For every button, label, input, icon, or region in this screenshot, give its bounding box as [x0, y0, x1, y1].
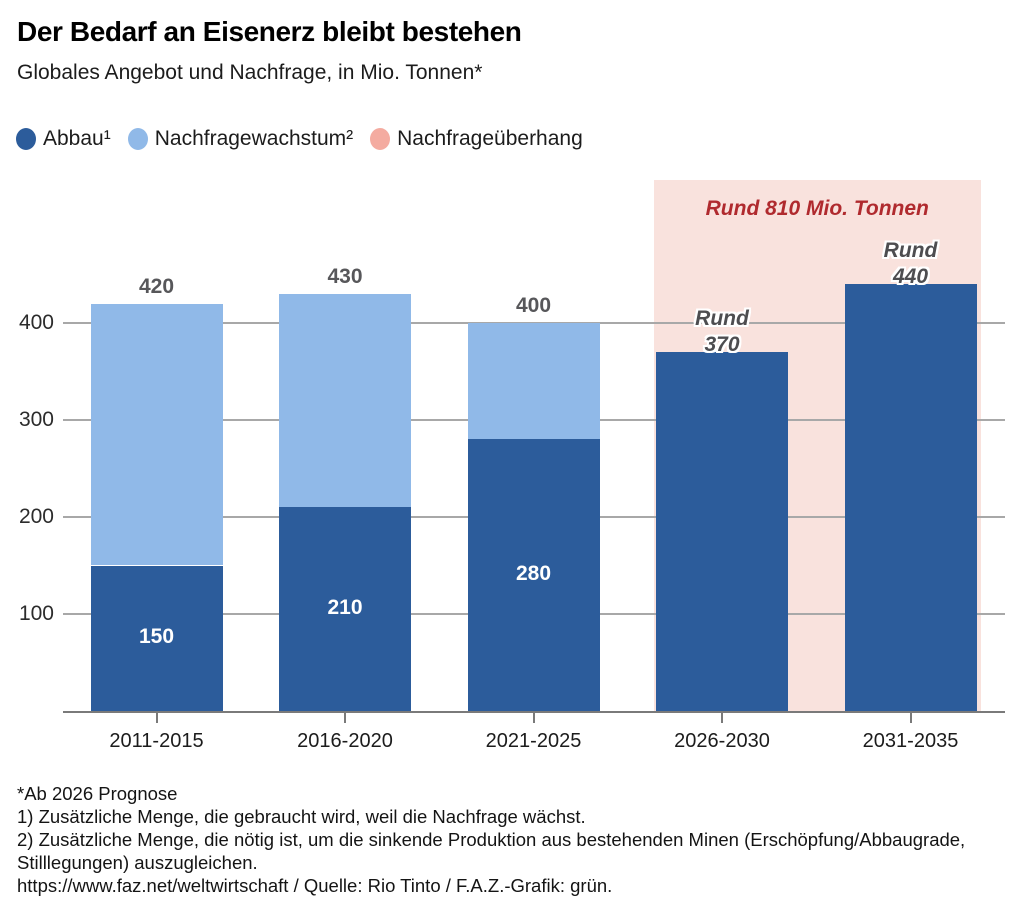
legend-item-abbau: Abbau¹: [16, 127, 111, 151]
bar-nachfragewachstum-2021-2025: [467, 323, 600, 440]
bar-abbau-label-2021-2025: 280: [515, 562, 552, 586]
bar-forecast-label-line: 440: [892, 265, 929, 289]
legend-label-nachfrageueberhang: Nachfrageüberhang: [397, 127, 583, 150]
x-axis-label-2031-2035: 2031-2035: [862, 730, 959, 752]
page-subtitle: Globales Angebot und Nachfrage, in Mio. …: [17, 61, 483, 84]
legend-swatch-nachfragewachstum-icon: [127, 128, 148, 150]
bar-forecast-label-line: Rund: [883, 239, 938, 263]
y-axis-label-200: 200: [18, 505, 54, 528]
y-axis-label-300: 300: [18, 408, 54, 431]
x-axis-line: [63, 711, 1005, 713]
y-axis-label-400: 400: [18, 311, 54, 334]
bar-abbau-label-2016-2020: 210: [327, 596, 363, 620]
legend-label-nachfragewachstum: Nachfragewachstum²: [154, 127, 354, 150]
bar-forecast-label-line: 370: [704, 333, 740, 357]
legend-swatch-nachfrageueberhang-icon: [370, 128, 391, 150]
x-axis-label-2026-2030: 2026-2030: [674, 730, 770, 752]
bar-nachfragewachstum-2011-2015: [90, 303, 223, 566]
page-title: Der Bedarf an Eisenerz bleibt bestehen: [17, 16, 522, 47]
bar-forecast-label-2026-2030: Rund 370: [636, 306, 808, 358]
legend-item-nachfrageueberhang: Nachfrageüberhang: [370, 127, 583, 151]
x-axis-label-2011-2015: 2011-2015: [109, 730, 204, 752]
footnote-prognose: *Ab 2026 Prognose: [17, 783, 178, 804]
footnote-1: 1) Zusätzliche Menge, die gebraucht wird…: [17, 806, 586, 827]
bar-total-label-2021-2025: 400: [515, 294, 552, 317]
legend: Abbau¹ Nachfragewachstum² Nachfrageüberh…: [16, 127, 583, 151]
legend-swatch-abbau-icon: [16, 128, 36, 150]
forecast-annotation: Rund 810 Mio. Tonnen: [705, 197, 929, 220]
bar-abbau-label-2011-2015: 150: [138, 625, 175, 649]
bar-forecast-label-2031-2035: Rund 440: [825, 238, 997, 290]
x-axis-tick-2031-2035: [909, 713, 912, 723]
x-axis-tick-2016-2020: [344, 713, 346, 723]
y-axis-label-100: 100: [18, 602, 54, 625]
legend-label-abbau: Abbau¹: [43, 127, 111, 150]
x-axis-label-2021-2025: 2021-2025: [485, 730, 582, 752]
legend-item-nachfragewachstum: Nachfragewachstum²: [127, 127, 354, 151]
bar-abbau-2016-2020: [279, 507, 411, 711]
bar-total-label-2011-2015: 420: [138, 274, 175, 298]
footnotes: *Ab 2026 Prognose 1) Zusätzliche Menge, …: [17, 782, 1002, 897]
bar-abbau-2031-2035: [844, 284, 977, 711]
source-line: https://www.faz.net/weltwirtschaft / Que…: [17, 875, 613, 896]
footnote-2: 2) Zusätzliche Menge, die nötig ist, um …: [17, 829, 966, 873]
bar-nachfragewachstum-2016-2020: [279, 293, 411, 508]
x-axis-tick-2026-2030: [721, 713, 723, 723]
bar-abbau-2011-2015: [90, 565, 223, 711]
bar-forecast-label-line: Rund: [695, 307, 749, 331]
x-axis-tick-2011-2015: [155, 713, 158, 723]
bar-abbau-2026-2030: [656, 352, 788, 711]
bar-abbau-2021-2025: [467, 439, 600, 711]
bar-total-label-2016-2020: 430: [327, 264, 363, 288]
x-axis-label-2016-2020: 2016-2020: [297, 730, 393, 752]
x-axis-tick-2021-2025: [532, 713, 535, 723]
